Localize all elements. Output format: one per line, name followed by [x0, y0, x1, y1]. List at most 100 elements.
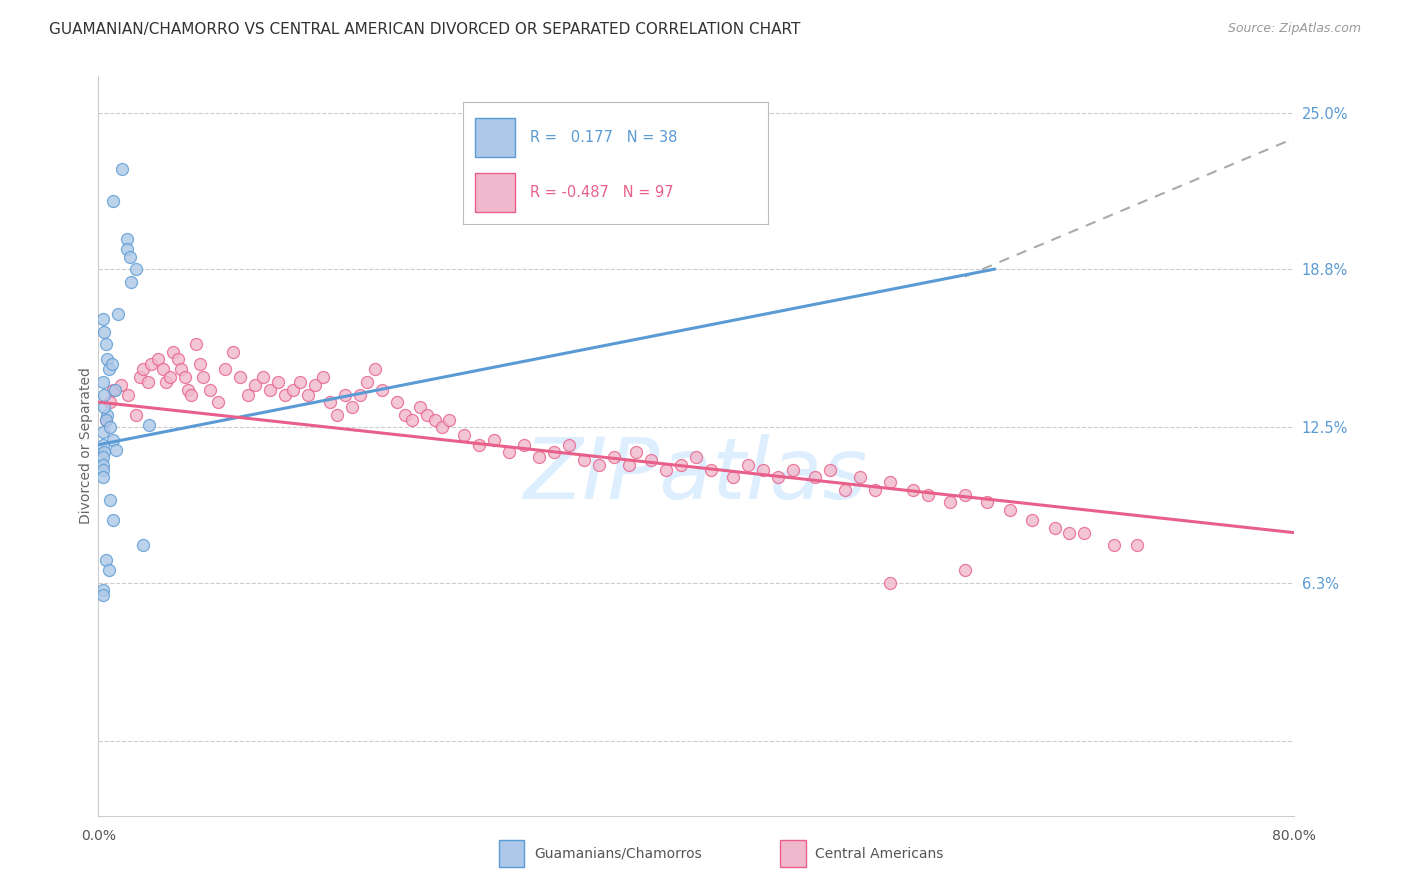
Point — [311, 370, 333, 384]
Text: 0.0%: 0.0% — [82, 829, 115, 843]
Point — [138, 417, 160, 432]
Point — [723, 470, 745, 484]
Point — [159, 370, 181, 384]
Y-axis label: Divorced or Separated: Divorced or Separated — [79, 368, 93, 524]
Point — [430, 420, 453, 434]
Point — [408, 400, 430, 414]
Point — [356, 375, 378, 389]
Point — [93, 387, 115, 401]
Point — [423, 412, 446, 426]
Point — [132, 362, 155, 376]
Point — [111, 161, 134, 176]
Point — [169, 362, 191, 376]
Point — [468, 438, 491, 452]
Point — [297, 387, 319, 401]
Point — [110, 377, 132, 392]
Point — [401, 412, 423, 426]
Point — [917, 488, 939, 502]
Text: Central Americans: Central Americans — [815, 847, 943, 861]
Point — [98, 492, 122, 507]
Point — [104, 383, 127, 397]
Point — [879, 475, 901, 490]
Point — [222, 344, 245, 359]
Point — [333, 387, 356, 401]
Point — [394, 408, 416, 422]
Point — [125, 408, 148, 422]
Point — [640, 452, 662, 467]
Point — [180, 387, 202, 401]
Point — [527, 450, 550, 465]
Point — [91, 458, 114, 472]
Point — [1125, 538, 1147, 552]
Point — [939, 495, 962, 509]
Point — [998, 503, 1021, 517]
Point — [342, 400, 364, 414]
Point — [498, 445, 520, 459]
Point — [91, 470, 114, 484]
Point — [752, 463, 775, 477]
Point — [91, 583, 114, 598]
Point — [834, 483, 856, 497]
Point — [588, 458, 610, 472]
Point — [782, 463, 804, 477]
Point — [617, 458, 640, 472]
Point — [274, 387, 297, 401]
Point — [93, 325, 115, 339]
Point — [737, 458, 759, 472]
Point — [700, 463, 723, 477]
Point — [101, 358, 124, 372]
Point — [118, 250, 141, 264]
Point — [865, 483, 887, 497]
Point — [91, 425, 114, 440]
Point — [349, 387, 371, 401]
Point — [804, 470, 827, 484]
Point — [120, 275, 142, 289]
Point — [879, 575, 901, 590]
Point — [91, 588, 114, 602]
Point — [91, 438, 114, 452]
Point — [655, 463, 678, 477]
Point — [98, 395, 122, 409]
Point — [184, 337, 207, 351]
Point — [115, 242, 138, 256]
Point — [200, 383, 222, 397]
Point — [849, 470, 872, 484]
Point — [125, 262, 148, 277]
Point — [91, 450, 114, 465]
Point — [364, 362, 387, 376]
Point — [166, 352, 188, 367]
Point — [953, 563, 976, 577]
Text: Source: ZipAtlas.com: Source: ZipAtlas.com — [1227, 22, 1361, 36]
Point — [93, 445, 115, 459]
Point — [174, 370, 197, 384]
Point — [901, 483, 924, 497]
Point — [103, 433, 125, 447]
Text: Guamanians/Chamorros: Guamanians/Chamorros — [534, 847, 702, 861]
Point — [820, 463, 842, 477]
Point — [214, 362, 236, 376]
Point — [148, 352, 170, 367]
Point — [105, 442, 128, 457]
Point — [245, 377, 267, 392]
Point — [103, 513, 125, 527]
Point — [132, 538, 155, 552]
Point — [453, 427, 475, 442]
Point — [371, 383, 394, 397]
Point — [103, 383, 125, 397]
Point — [94, 553, 117, 567]
Point — [281, 383, 304, 397]
Point — [94, 337, 117, 351]
Point — [252, 370, 274, 384]
Point — [304, 377, 326, 392]
Point — [91, 375, 114, 389]
Point — [976, 495, 998, 509]
Point — [94, 412, 117, 426]
Point — [1104, 538, 1126, 552]
Point — [91, 463, 114, 477]
Point — [229, 370, 252, 384]
Point — [103, 194, 125, 209]
Point — [1059, 525, 1081, 540]
Point — [513, 438, 536, 452]
Point — [98, 420, 122, 434]
Point — [267, 375, 290, 389]
